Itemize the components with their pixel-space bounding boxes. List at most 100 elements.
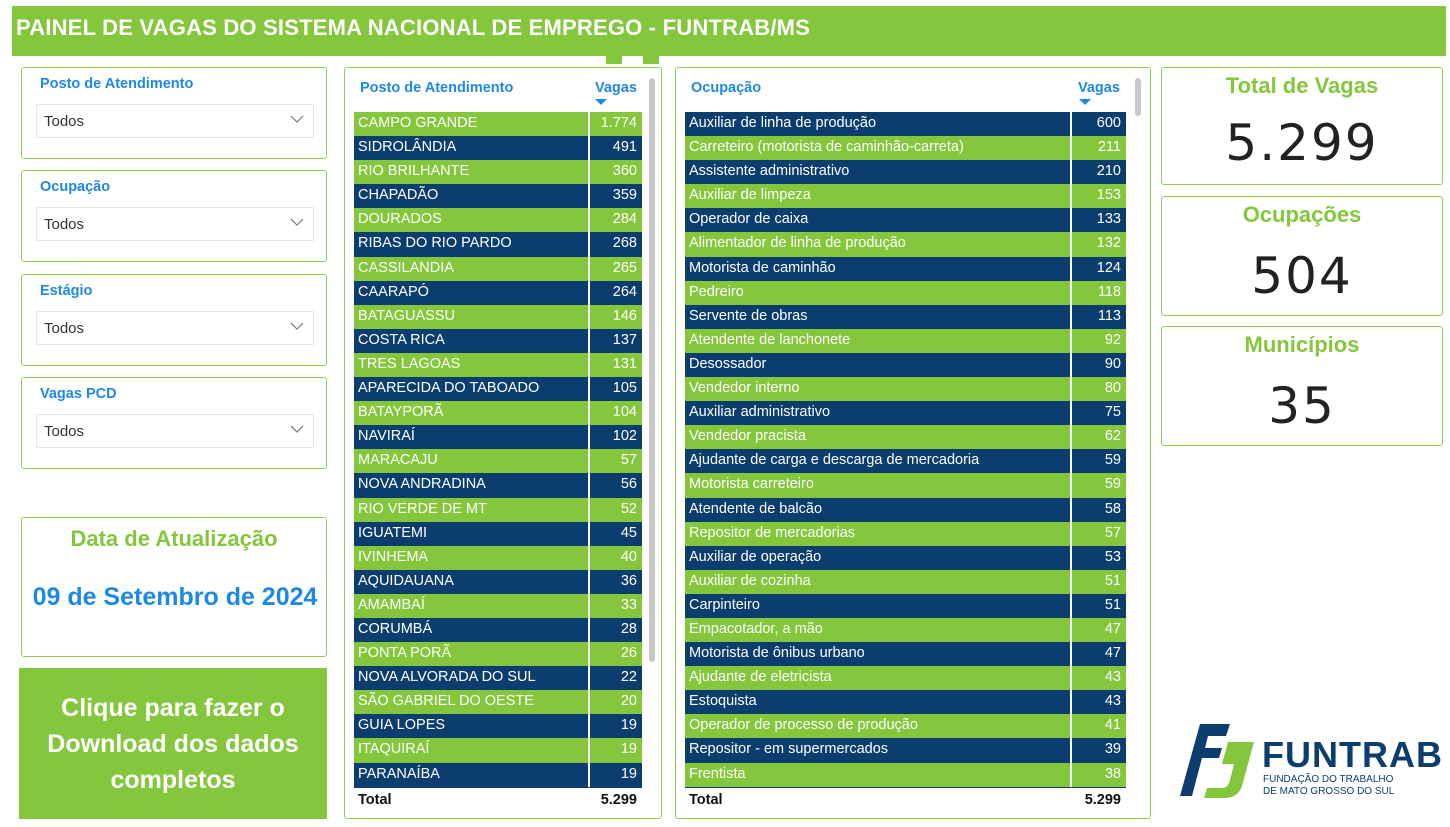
table-row[interactable]: IVINHEMA 40 xyxy=(354,545,642,570)
column-separator xyxy=(1070,280,1072,305)
table-row[interactable]: Auxiliar de operação 53 xyxy=(685,545,1126,570)
table-row[interactable]: RIO VERDE DE MT 52 xyxy=(354,497,642,522)
column-header-vagas[interactable]: Vagas xyxy=(1078,80,1120,96)
table-row[interactable]: Frentista 38 xyxy=(685,762,1126,787)
posto-cell: CHAPADÃO xyxy=(358,187,439,204)
table-row[interactable]: COSTA RICA 137 xyxy=(354,328,642,353)
filter-ocupacao: Ocupação Todos xyxy=(21,170,327,262)
posto-cell: APARECIDA DO TABOADO xyxy=(358,380,540,397)
ocupacao-cell: Carreteiro (motorista de caminhão-carret… xyxy=(689,139,964,156)
table-row[interactable]: DOURADOS 284 xyxy=(354,208,642,233)
column-separator xyxy=(1070,642,1072,667)
table-row[interactable]: Auxiliar de linha de produção 600 xyxy=(685,112,1126,137)
posto-cell: CAARAPÓ xyxy=(358,283,429,300)
table-row[interactable]: Vendedor interno 80 xyxy=(685,377,1126,402)
table-row[interactable]: PONTA PORÃ 26 xyxy=(354,642,642,667)
filter-label: Ocupação xyxy=(40,179,111,195)
table-row[interactable]: CHAPADÃO 359 xyxy=(354,184,642,209)
table-row[interactable]: CAARAPÓ 264 xyxy=(354,280,642,305)
table-row[interactable]: GUIA LOPES 19 xyxy=(354,714,642,739)
column-header-vagas[interactable]: Vagas xyxy=(595,80,637,96)
table-row[interactable]: Operador de caixa 133 xyxy=(685,208,1126,233)
posto-cell: CAMPO GRANDE xyxy=(358,115,478,131)
table-row[interactable]: Atendente de balcão 58 xyxy=(685,497,1126,522)
postos-table: Posto de Atendimento Vagas CAMPO GRANDE 1… xyxy=(344,67,662,819)
column-header-ocupacao[interactable]: Ocupação xyxy=(691,80,762,96)
ocupacao-scrollbar[interactable] xyxy=(1135,78,1141,116)
table-row[interactable]: BATAYPORÃ 104 xyxy=(354,401,642,426)
table-row[interactable]: RIO BRILHANTE 360 xyxy=(354,160,642,185)
ocupacao-dropdown[interactable]: Todos xyxy=(36,207,314,241)
posto-cell: SIDROLÂNDIA xyxy=(358,139,457,156)
column-separator xyxy=(1070,184,1072,209)
funtrab-emblem-icon xyxy=(1180,724,1254,798)
table-row[interactable]: Servente de obras 113 xyxy=(685,304,1126,329)
column-separator xyxy=(1070,545,1072,570)
estagio-dropdown[interactable]: Todos xyxy=(36,311,314,345)
table-row[interactable]: MARACAJU 57 xyxy=(354,449,642,474)
table-row[interactable]: CORUMBÁ 28 xyxy=(354,617,642,643)
vagas-cell: 153 xyxy=(1096,187,1121,204)
table-row[interactable]: Auxiliar de cozinha 51 xyxy=(685,569,1126,594)
table-row[interactable]: Vendedor pracista 62 xyxy=(685,425,1126,450)
table-row[interactable]: TRES LAGOAS 131 xyxy=(354,352,642,378)
vagas-cell: 40 xyxy=(620,548,637,565)
logo-subtitle-line: DE MATO GROSSO DO SUL xyxy=(1263,786,1395,797)
column-separator xyxy=(588,617,590,643)
table-row[interactable]: AQUIDAUANA 36 xyxy=(354,569,642,594)
posto-cell: ITAQUIRAÍ xyxy=(358,741,430,758)
column-separator xyxy=(1070,593,1072,618)
table-row[interactable]: NOVA ANDRADINA 56 xyxy=(354,473,642,498)
posto-cell: NAVIRAÍ xyxy=(358,428,415,445)
table-row[interactable]: Desossador 90 xyxy=(685,352,1126,378)
table-row[interactable]: NOVA ALVORADA DO SUL 22 xyxy=(354,666,642,691)
column-separator xyxy=(1070,497,1072,522)
table-row[interactable]: SÃO GABRIEL DO OESTE 20 xyxy=(354,690,642,715)
table-row[interactable]: AMAMBAÍ 33 xyxy=(354,593,642,618)
table-row[interactable]: Auxiliar administrativo 75 xyxy=(685,401,1126,426)
table-row[interactable]: CASSILANDIA 265 xyxy=(354,256,642,281)
table-row[interactable]: Auxiliar de limpeza 153 xyxy=(685,184,1126,209)
posto-cell: BATAYPORÃ xyxy=(358,404,444,421)
table-row[interactable]: Carpinteiro 51 xyxy=(685,593,1126,618)
table-row[interactable]: Operador de processo de produção 41 xyxy=(685,714,1126,739)
ocupacao-cell: Vendedor interno xyxy=(689,380,800,397)
table-row[interactable]: PARANAÍBA 19 xyxy=(354,762,642,787)
table-row[interactable]: Empacotador, a mão 47 xyxy=(685,617,1126,643)
table-row[interactable]: Motorista de ônibus urbano 47 xyxy=(685,642,1126,667)
table-row[interactable]: ITAQUIRAÍ 19 xyxy=(354,738,642,763)
vagas-cell: 265 xyxy=(612,259,637,276)
update-date-card: Data de Atualização 09 de Setembro de 20… xyxy=(21,517,327,657)
table-row[interactable]: Ajudante de eletricista 43 xyxy=(685,666,1126,691)
posto-dropdown[interactable]: Todos xyxy=(36,104,314,138)
table-row[interactable]: Alimentador de linha de produção 132 xyxy=(685,232,1126,257)
table-row[interactable]: Repositor de mercadorias 57 xyxy=(685,521,1126,546)
table-row[interactable]: BATAGUASSU 146 xyxy=(354,304,642,329)
postos-scrollbar[interactable] xyxy=(649,78,655,662)
table-row[interactable]: Motorista de caminhão 124 xyxy=(685,256,1126,281)
column-header-posto[interactable]: Posto de Atendimento xyxy=(360,80,514,96)
table-row[interactable]: Carreteiro (motorista de caminhão-carret… xyxy=(685,136,1126,161)
table-row[interactable]: Atendente de lanchonete 92 xyxy=(685,328,1126,353)
vagas-pcd-dropdown[interactable]: Todos xyxy=(36,414,314,448)
table-row[interactable]: Repositor - em supermercados 39 xyxy=(685,738,1126,763)
download-data-button[interactable]: Clique para fazer o Download dos dados c… xyxy=(19,668,327,819)
table-row[interactable]: APARECIDA DO TABOADO 105 xyxy=(354,377,642,402)
table-row[interactable]: Motorista carreteiro 59 xyxy=(685,473,1126,498)
table-row[interactable]: Assistente administrativo 210 xyxy=(685,160,1126,185)
vagas-cell: 33 xyxy=(620,596,637,613)
table-row[interactable]: Estoquista 43 xyxy=(685,690,1126,715)
column-separator xyxy=(1070,328,1072,353)
table-row[interactable]: SIDROLÂNDIA 491 xyxy=(354,136,642,161)
ocupacao-cell: Motorista de ônibus urbano xyxy=(689,645,865,662)
table-row[interactable]: NAVIRAÍ 102 xyxy=(354,425,642,450)
table-row[interactable]: IGUATEMI 45 xyxy=(354,521,642,546)
vagas-cell: 113 xyxy=(1097,307,1121,324)
table-row[interactable]: RIBAS DO RIO PARDO 268 xyxy=(354,232,642,257)
ocupacao-cell: Motorista carreteiro xyxy=(689,476,814,493)
table-row[interactable]: CAMPO GRANDE 1.774 xyxy=(354,112,642,137)
ocupacao-cell: Atendente de lanchonete xyxy=(689,331,851,348)
ocupacao-cell: Auxiliar de operação xyxy=(689,548,822,565)
table-row[interactable]: Pedreiro 118 xyxy=(685,280,1126,305)
table-row[interactable]: Ajudante de carga e descarga de mercador… xyxy=(685,449,1126,474)
